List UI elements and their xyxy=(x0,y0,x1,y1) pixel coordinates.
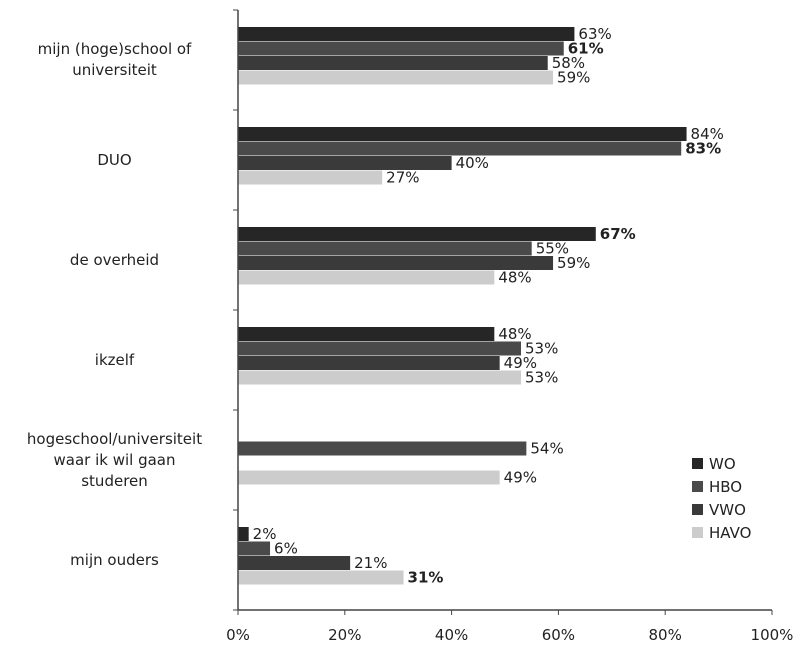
legend-swatch-havo xyxy=(692,527,703,538)
value-label-hbo-1: 83% xyxy=(685,140,721,158)
bar-hbo-3 xyxy=(238,341,522,356)
legend-item-hbo: HBO xyxy=(692,475,751,498)
x-tick-label-2: 40% xyxy=(435,626,468,644)
bar-hbo-1 xyxy=(238,141,682,156)
bar-wo-2 xyxy=(238,227,596,241)
bar-hbo-0 xyxy=(238,41,564,56)
value-label-vwo-2: 59% xyxy=(557,254,590,272)
legend-label-hbo: HBO xyxy=(709,477,743,496)
value-label-havo-5: 31% xyxy=(408,569,444,587)
category-label-1: DUO xyxy=(97,150,132,169)
value-label-vwo-5: 21% xyxy=(354,554,387,572)
legend-item-havo: HAVO xyxy=(692,521,751,544)
x-tick-label-3: 60% xyxy=(542,626,575,644)
value-label-hbo-4: 54% xyxy=(530,440,563,458)
value-label-havo-3: 53% xyxy=(525,369,558,387)
bar-hbo-4 xyxy=(238,441,527,456)
value-label-vwo-3: 49% xyxy=(504,354,537,372)
bar-havo-1 xyxy=(238,170,383,185)
category-label-0: mijn (hoge)school of universiteit xyxy=(37,40,192,79)
x-tick-label-5: 100% xyxy=(751,626,794,644)
bar-wo-1 xyxy=(238,127,687,141)
x-tick-label-0: 0% xyxy=(226,626,250,644)
axes-layer: 0% 20% 40% 60% 80% 100% xyxy=(226,9,794,644)
value-label-wo-2: 67% xyxy=(600,225,636,243)
value-label-hbo-2: 55% xyxy=(536,240,569,258)
legend-item-vwo: VWO xyxy=(692,498,751,521)
bars-layer xyxy=(238,27,687,585)
value-label-havo-0: 59% xyxy=(557,69,590,87)
legend-swatch-wo xyxy=(692,458,703,469)
value-label-havo-2: 48% xyxy=(498,269,531,287)
bar-vwo-3 xyxy=(238,356,500,370)
bar-wo-3 xyxy=(238,327,495,341)
bar-hbo-2 xyxy=(238,241,532,256)
bar-havo-0 xyxy=(238,70,554,85)
x-tick-label-1: 20% xyxy=(328,626,361,644)
legend: WO HBO VWO HAVO xyxy=(692,452,751,544)
value-labels-layer: 63%61%58%59%84%83%40%27%67%55%59%48%48%5… xyxy=(253,25,724,587)
value-label-havo-4: 49% xyxy=(504,469,537,487)
bar-havo-3 xyxy=(238,370,522,385)
bar-havo-4 xyxy=(238,470,500,485)
bar-vwo-5 xyxy=(238,556,351,570)
value-label-wo-0: 63% xyxy=(578,25,611,43)
category-label-5: mijn ouders xyxy=(70,550,159,569)
legend-label-havo: HAVO xyxy=(709,523,752,542)
category-label-3: ikzelf xyxy=(94,350,135,369)
value-label-wo-5: 2% xyxy=(253,525,277,543)
bar-wo-0 xyxy=(238,27,575,41)
value-label-havo-1: 27% xyxy=(386,169,419,187)
value-label-vwo-0: 58% xyxy=(552,54,585,72)
legend-label-vwo: VWO xyxy=(709,500,746,519)
bar-vwo-0 xyxy=(238,56,548,70)
category-label-4: hogeschool/universiteit waar ik wil gaan s… xyxy=(26,429,203,490)
legend-label-wo: WO xyxy=(709,454,736,473)
legend-swatch-hbo xyxy=(692,481,703,492)
value-label-hbo-0: 61% xyxy=(568,40,604,58)
bar-havo-2 xyxy=(238,270,495,285)
bar-wo-5 xyxy=(238,527,249,541)
bar-hbo-5 xyxy=(238,541,271,556)
value-label-wo-1: 84% xyxy=(691,125,724,143)
value-label-vwo-1: 40% xyxy=(456,154,489,172)
value-label-hbo-3: 53% xyxy=(525,340,558,358)
bar-vwo-1 xyxy=(238,156,452,170)
category-label-2: de overheid xyxy=(69,250,160,269)
bar-vwo-2 xyxy=(238,256,554,270)
legend-item-wo: WO xyxy=(692,452,751,475)
value-label-hbo-5: 6% xyxy=(274,540,298,558)
value-label-wo-3: 48% xyxy=(498,325,531,343)
x-tick-label-4: 80% xyxy=(649,626,682,644)
bar-havo-5 xyxy=(238,570,404,585)
legend-swatch-vwo xyxy=(692,504,703,515)
